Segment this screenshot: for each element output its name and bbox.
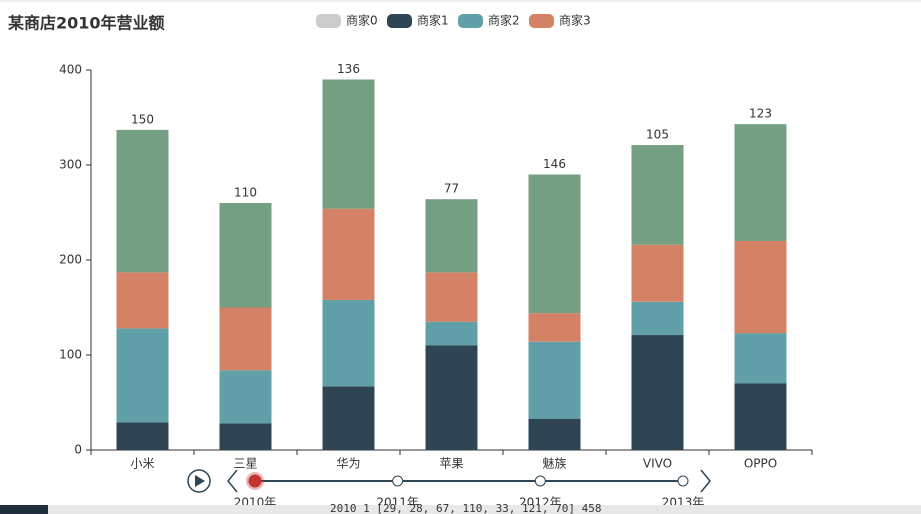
y-tick-label: 100 (59, 348, 82, 362)
bar-segment (528, 313, 581, 342)
chart-title: 某商店2010年营业额 (7, 14, 165, 33)
legend-label[interactable]: 商家2 (488, 13, 520, 28)
legend-swatch[interactable] (529, 14, 554, 28)
x-tick-label: 魅族 (542, 456, 566, 471)
timeline-point[interactable] (677, 475, 689, 487)
bar-segment (734, 241, 787, 334)
bar-segment (631, 244, 684, 302)
legend-label[interactable]: 商家0 (346, 13, 378, 28)
bar-segment (631, 145, 684, 245)
x-tick-label: OPPO (744, 457, 777, 471)
bar-segment (734, 124, 787, 241)
console-strip (0, 505, 921, 514)
x-tick-label: 小米 (130, 457, 154, 471)
bar-segment (322, 208, 375, 300)
play-icon[interactable] (195, 475, 205, 487)
bar-segment (734, 383, 787, 450)
play-button[interactable] (187, 469, 211, 493)
bar-segment (219, 423, 272, 450)
value-label: 105 (646, 128, 669, 142)
bar-segment (116, 328, 169, 423)
bar-segment (734, 333, 787, 384)
value-label: 136 (337, 62, 360, 76)
legend-swatch[interactable] (458, 14, 483, 28)
value-label: 110 (234, 186, 257, 200)
bar-segment (425, 345, 478, 450)
timeline-point[interactable] (248, 474, 262, 488)
bar-segment (425, 272, 478, 322)
y-tick-label: 300 (59, 158, 82, 172)
bar-segment (528, 341, 581, 419)
bar-segment (425, 321, 478, 346)
bar-segment (219, 370, 272, 424)
bar-segment (425, 199, 478, 273)
timeline-point[interactable] (534, 475, 546, 487)
bar-segment (219, 203, 272, 308)
bar-segment (116, 129, 169, 273)
y-tick-label: 200 (59, 253, 82, 267)
legend-label[interactable]: 商家1 (417, 13, 449, 28)
timeline-point[interactable] (392, 475, 404, 487)
x-tick-label: VIVO (643, 457, 672, 471)
bar-segment (528, 174, 581, 314)
bar-segment (322, 386, 375, 450)
value-label: 77 (444, 182, 459, 196)
x-tick-label: 三星 (233, 457, 257, 471)
value-label: 146 (543, 157, 566, 171)
value-label: 150 (131, 112, 154, 126)
legend-label[interactable]: 商家3 (559, 13, 591, 28)
bar-segment (322, 79, 375, 209)
y-tick-label: 400 (59, 63, 82, 77)
bar-segment (219, 307, 272, 371)
bar-segment (116, 422, 169, 450)
x-tick-label: 华为 (336, 457, 360, 471)
console-edge (0, 505, 48, 514)
next-button[interactable] (700, 469, 711, 493)
bar-segment (631, 301, 684, 336)
prev-button[interactable] (227, 469, 238, 493)
bar-segment (322, 299, 375, 387)
x-tick-label: 苹果 (439, 457, 463, 471)
y-tick-label: 0 (74, 443, 82, 457)
bar-segment (528, 418, 581, 450)
value-label: 123 (749, 107, 772, 121)
legend-swatch[interactable] (316, 14, 341, 28)
console-text: 2010 1 [29, 28, 67, 110, 33, 121, 70] 45… (330, 502, 602, 514)
bar-segment (116, 272, 169, 329)
bar-segment (631, 335, 684, 450)
legend-swatch[interactable] (387, 14, 412, 28)
